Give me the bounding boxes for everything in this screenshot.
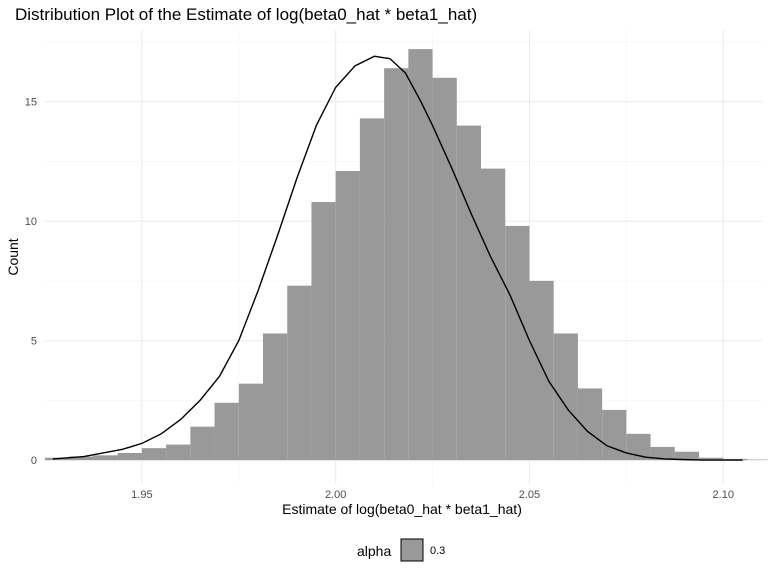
histogram-bar	[359, 118, 385, 461]
histogram-bars	[45, 49, 768, 461]
y-tick-label: 5	[31, 336, 37, 348]
histogram-bar	[650, 446, 675, 461]
histogram-bar	[432, 77, 457, 461]
y-axis-title: Count	[5, 238, 21, 275]
histogram-bar	[408, 49, 433, 461]
x-axis-ticks: 1.95 2.00 2.05 2.10	[131, 489, 734, 501]
y-tick-label: 15	[25, 97, 37, 109]
histogram-bar	[602, 409, 627, 461]
histogram-bar	[141, 448, 167, 461]
histogram-bar	[117, 452, 142, 461]
x-axis-title: Estimate of log(beta0_hat * beta1_hat)	[282, 501, 522, 517]
histogram-bar	[529, 280, 554, 461]
histogram-bar	[384, 68, 409, 461]
y-tick-label: 10	[25, 216, 37, 228]
histogram-bar	[214, 402, 239, 461]
x-tick-label: 1.95	[131, 489, 152, 501]
legend-title: alpha	[357, 543, 391, 559]
x-tick-label: 2.10	[713, 489, 734, 501]
legend: alpha 0.3	[357, 538, 445, 562]
histogram-bar	[238, 383, 264, 461]
histogram-bar	[263, 333, 288, 461]
legend-label: 0.3	[430, 545, 445, 557]
x-tick-label: 2.05	[519, 489, 540, 501]
histogram-bar	[287, 285, 312, 461]
histogram-bar	[699, 457, 724, 461]
legend-key	[400, 538, 424, 562]
y-axis-ticks: 0 5 10 15	[25, 97, 37, 467]
histogram-bar	[481, 168, 506, 461]
histogram-bar	[69, 456, 94, 461]
histogram-bar	[553, 333, 578, 461]
histogram-bar	[93, 455, 118, 461]
y-tick-label: 0	[31, 455, 37, 467]
histogram-bar	[166, 444, 191, 461]
histogram-bar	[311, 202, 336, 461]
density-curve	[52, 55, 743, 461]
histogram-bar	[505, 225, 530, 461]
histogram-bar	[674, 451, 700, 461]
histogram-bar	[335, 170, 360, 461]
histogram-bar	[456, 125, 482, 461]
chart-title: Distribution Plot of the Estimate of log…	[15, 5, 477, 24]
x-tick-label: 2.00	[325, 489, 346, 501]
histogram-bar	[190, 426, 215, 461]
